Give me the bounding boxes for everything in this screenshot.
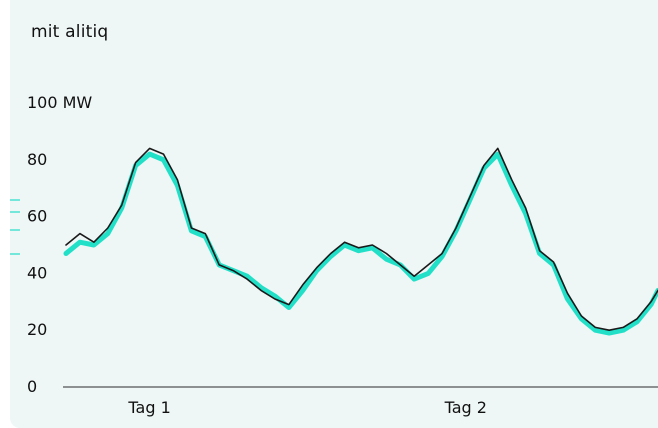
x-tick-label: Tag 2 (444, 398, 487, 417)
y-tick-label: 60 (27, 207, 47, 226)
chart-title: mit alitiq (31, 22, 109, 42)
forecast-series-line (63, 151, 658, 336)
line-chart: 0 20 40 60 80 100 MW Tag 1 Tag 2 (27, 93, 658, 417)
chart-card: mit alitiq 0 20 40 60 80 100 MW Tag 1 Tag 2 (10, 0, 658, 428)
y-tick-label: 40 (27, 263, 47, 282)
y-tick-label: 80 (27, 150, 47, 169)
y-tick-label: 0 (27, 377, 37, 396)
actual-series-line (65, 147, 658, 331)
y-tick-label: 20 (27, 320, 47, 339)
edge-tick-marks (10, 199, 20, 255)
y-tick-label: 100 MW (27, 93, 92, 112)
x-tick-label: Tag 1 (127, 398, 170, 417)
